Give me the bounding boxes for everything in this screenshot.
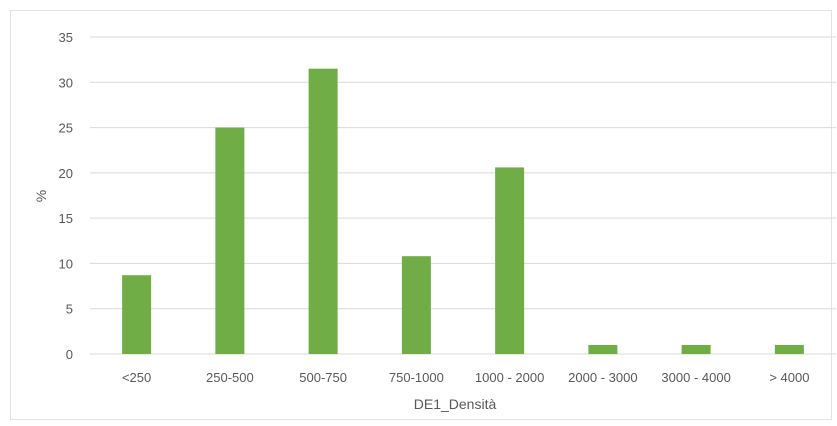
x-tick-label: <250 <box>122 370 151 385</box>
bar <box>774 344 804 354</box>
x-tick-label: 500-750 <box>299 370 347 385</box>
x-tick-label: 2000 - 3000 <box>568 370 637 385</box>
x-tick-label: 1000 - 2000 <box>475 370 544 385</box>
x-tick-label: 750-1000 <box>389 370 444 385</box>
gridlines <box>90 36 836 355</box>
y-tick-label: 0 <box>66 347 73 362</box>
bar <box>215 127 245 354</box>
y-tick-label: 15 <box>59 211 73 226</box>
y-tick-label: 35 <box>59 30 73 45</box>
bar <box>588 344 618 354</box>
x-tick-label: 3000 - 4000 <box>661 370 730 385</box>
bar <box>401 256 431 354</box>
bar <box>681 344 711 354</box>
y-tick-label: 10 <box>59 256 73 271</box>
y-tick-label: 5 <box>66 302 73 317</box>
bars <box>122 68 804 354</box>
y-tick-label: 30 <box>59 75 73 90</box>
x-tick-label: > 4000 <box>769 370 809 385</box>
x-tick-label: 250-500 <box>206 370 254 385</box>
y-tick-labels: 0 5 10 15 20 25 30 35 <box>59 30 73 362</box>
bar <box>495 167 525 354</box>
bar <box>122 275 152 354</box>
y-tick-label: 25 <box>59 121 73 136</box>
bar <box>308 68 338 354</box>
x-tick-labels: <250 250-500 500-750 750-1000 1000 - 2000 200… <box>122 370 809 385</box>
y-tick-label: 20 <box>59 166 73 181</box>
y-axis-title: % <box>33 190 49 202</box>
x-axis-title: DE1_Densità <box>414 396 497 412</box>
